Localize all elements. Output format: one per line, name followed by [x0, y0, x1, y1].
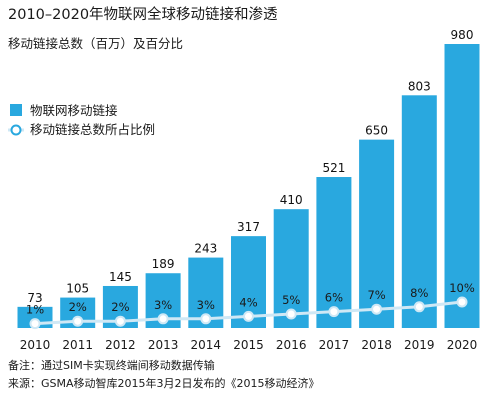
percentage-marker-2017 — [328, 306, 340, 318]
x-tick-label-2010: 2010 — [20, 338, 51, 352]
percentage-label-2016: 5% — [282, 293, 300, 307]
x-tick-label-2020: 2020 — [447, 338, 478, 352]
bar-value-label-2014: 243 — [194, 242, 217, 256]
bar-value-label-2010: 73 — [27, 291, 42, 305]
percentage-marker-2012 — [114, 315, 126, 327]
x-tick-label-2019: 2019 — [404, 338, 435, 352]
x-tick-label-2013: 2013 — [148, 338, 179, 352]
bar-value-label-2019: 803 — [408, 79, 431, 93]
percentage-marker-2019 — [413, 301, 425, 313]
percentage-label-2013: 3% — [154, 298, 172, 312]
bar-2020 — [444, 44, 480, 328]
legend-bar-label: 物联网移动链接 — [30, 103, 118, 118]
percentage-marker-2014 — [200, 313, 212, 325]
percentage-marker-2016 — [285, 308, 297, 320]
x-tick-label-2018: 2018 — [361, 338, 392, 352]
x-axis: 2010 2011 2012 2013 2014 2015 2016 2017 2018 2019… — [20, 338, 478, 352]
bar-2019 — [401, 95, 437, 328]
percentage-marker-2010 — [29, 318, 41, 330]
bar-group: 73 105 145 189 243 317 410 521 650 803 980 — [17, 28, 480, 328]
bar-2016 — [273, 209, 309, 328]
percentage-label-2012: 2% — [111, 300, 129, 314]
x-tick-label-2015: 2015 — [233, 338, 264, 352]
source-text: 来源：GSMA移动智库2015年3月2日发布的《2015移动经济》 — [8, 376, 320, 390]
x-tick-label-2012: 2012 — [105, 338, 136, 352]
legend-line-label: 移动链接总数所占比例 — [30, 122, 155, 137]
percentage-label-2011: 2% — [69, 300, 87, 314]
percentage-marker-2018 — [371, 303, 383, 315]
chart-subtitle: 移动链接总数（百万）及百分比 — [8, 36, 183, 51]
bar-value-label-2011: 105 — [66, 282, 89, 296]
percentage-label-2020: 10% — [449, 281, 475, 295]
percentage-marker-2013 — [157, 313, 169, 325]
legend-line-marker — [10, 124, 22, 136]
bar-value-label-2016: 410 — [280, 193, 303, 207]
percentage-marker-2015 — [243, 310, 254, 322]
bar-value-label-2020: 980 — [451, 28, 474, 42]
percentage-marker-2020 — [456, 296, 468, 308]
x-tick-label-2016: 2016 — [276, 338, 307, 352]
percentage-line-group: 1% 2% 2% 3% 3% 4% 5% 6% 7% 8% 10% — [26, 281, 475, 330]
bar-value-label-2017: 521 — [322, 161, 345, 175]
bar-value-label-2012: 145 — [109, 270, 132, 284]
note-text: 备注：通过SIM卡实现终端间移动数据传输 — [8, 358, 215, 372]
legend-bar-swatch — [10, 104, 22, 116]
x-tick-label-2014: 2014 — [191, 338, 222, 352]
percentage-label-2010: 1% — [26, 303, 44, 317]
percentage-label-2014: 3% — [197, 298, 215, 312]
bar-2018 — [359, 139, 395, 328]
percentage-marker-2011 — [72, 315, 84, 327]
x-tick-label-2017: 2017 — [319, 338, 350, 352]
bar-value-label-2015: 317 — [237, 220, 260, 234]
bar-value-label-2013: 189 — [152, 257, 175, 271]
bar-2017 — [316, 177, 352, 328]
percentage-label-2017: 6% — [325, 291, 343, 305]
percentage-label-2019: 8% — [410, 286, 428, 300]
percentage-label-2018: 7% — [367, 288, 385, 302]
x-tick-label-2011: 2011 — [62, 338, 93, 352]
bar-value-label-2018: 650 — [365, 124, 388, 138]
chart-title: 2010–2020年物联网全球移动链接和渗透 — [8, 5, 278, 23]
percentage-label-2015: 4% — [239, 295, 257, 309]
